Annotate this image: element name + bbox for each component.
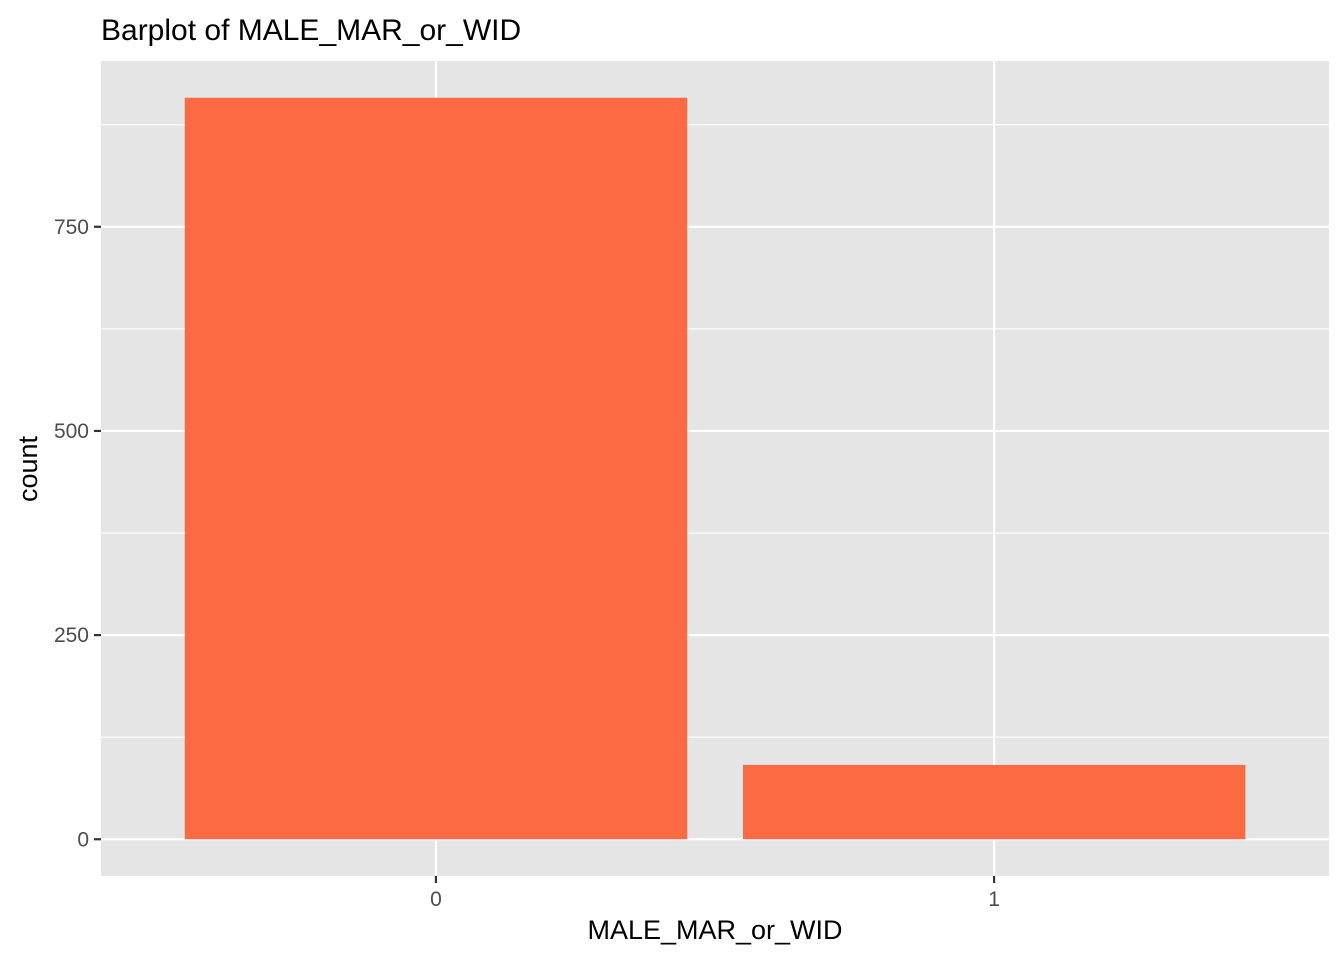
chart-title: Barplot of MALE_MAR_or_WID <box>101 14 521 47</box>
y-tick-label: 750 <box>54 216 89 239</box>
x-axis-title: MALE_MAR_or_WID <box>587 915 842 945</box>
y-tick-label: 250 <box>54 624 89 647</box>
x-tick-label: 1 <box>988 888 1000 911</box>
y-axis-ticks: 0 250 500 750 <box>54 216 101 851</box>
y-tick-label: 500 <box>54 420 89 443</box>
y-tick-label: 0 <box>77 828 89 851</box>
x-tick-label: 0 <box>430 888 442 911</box>
bars-group <box>184 97 1246 840</box>
bar-1 <box>742 764 1246 840</box>
y-axis-title: count <box>13 435 43 502</box>
bar-0 <box>184 97 688 840</box>
